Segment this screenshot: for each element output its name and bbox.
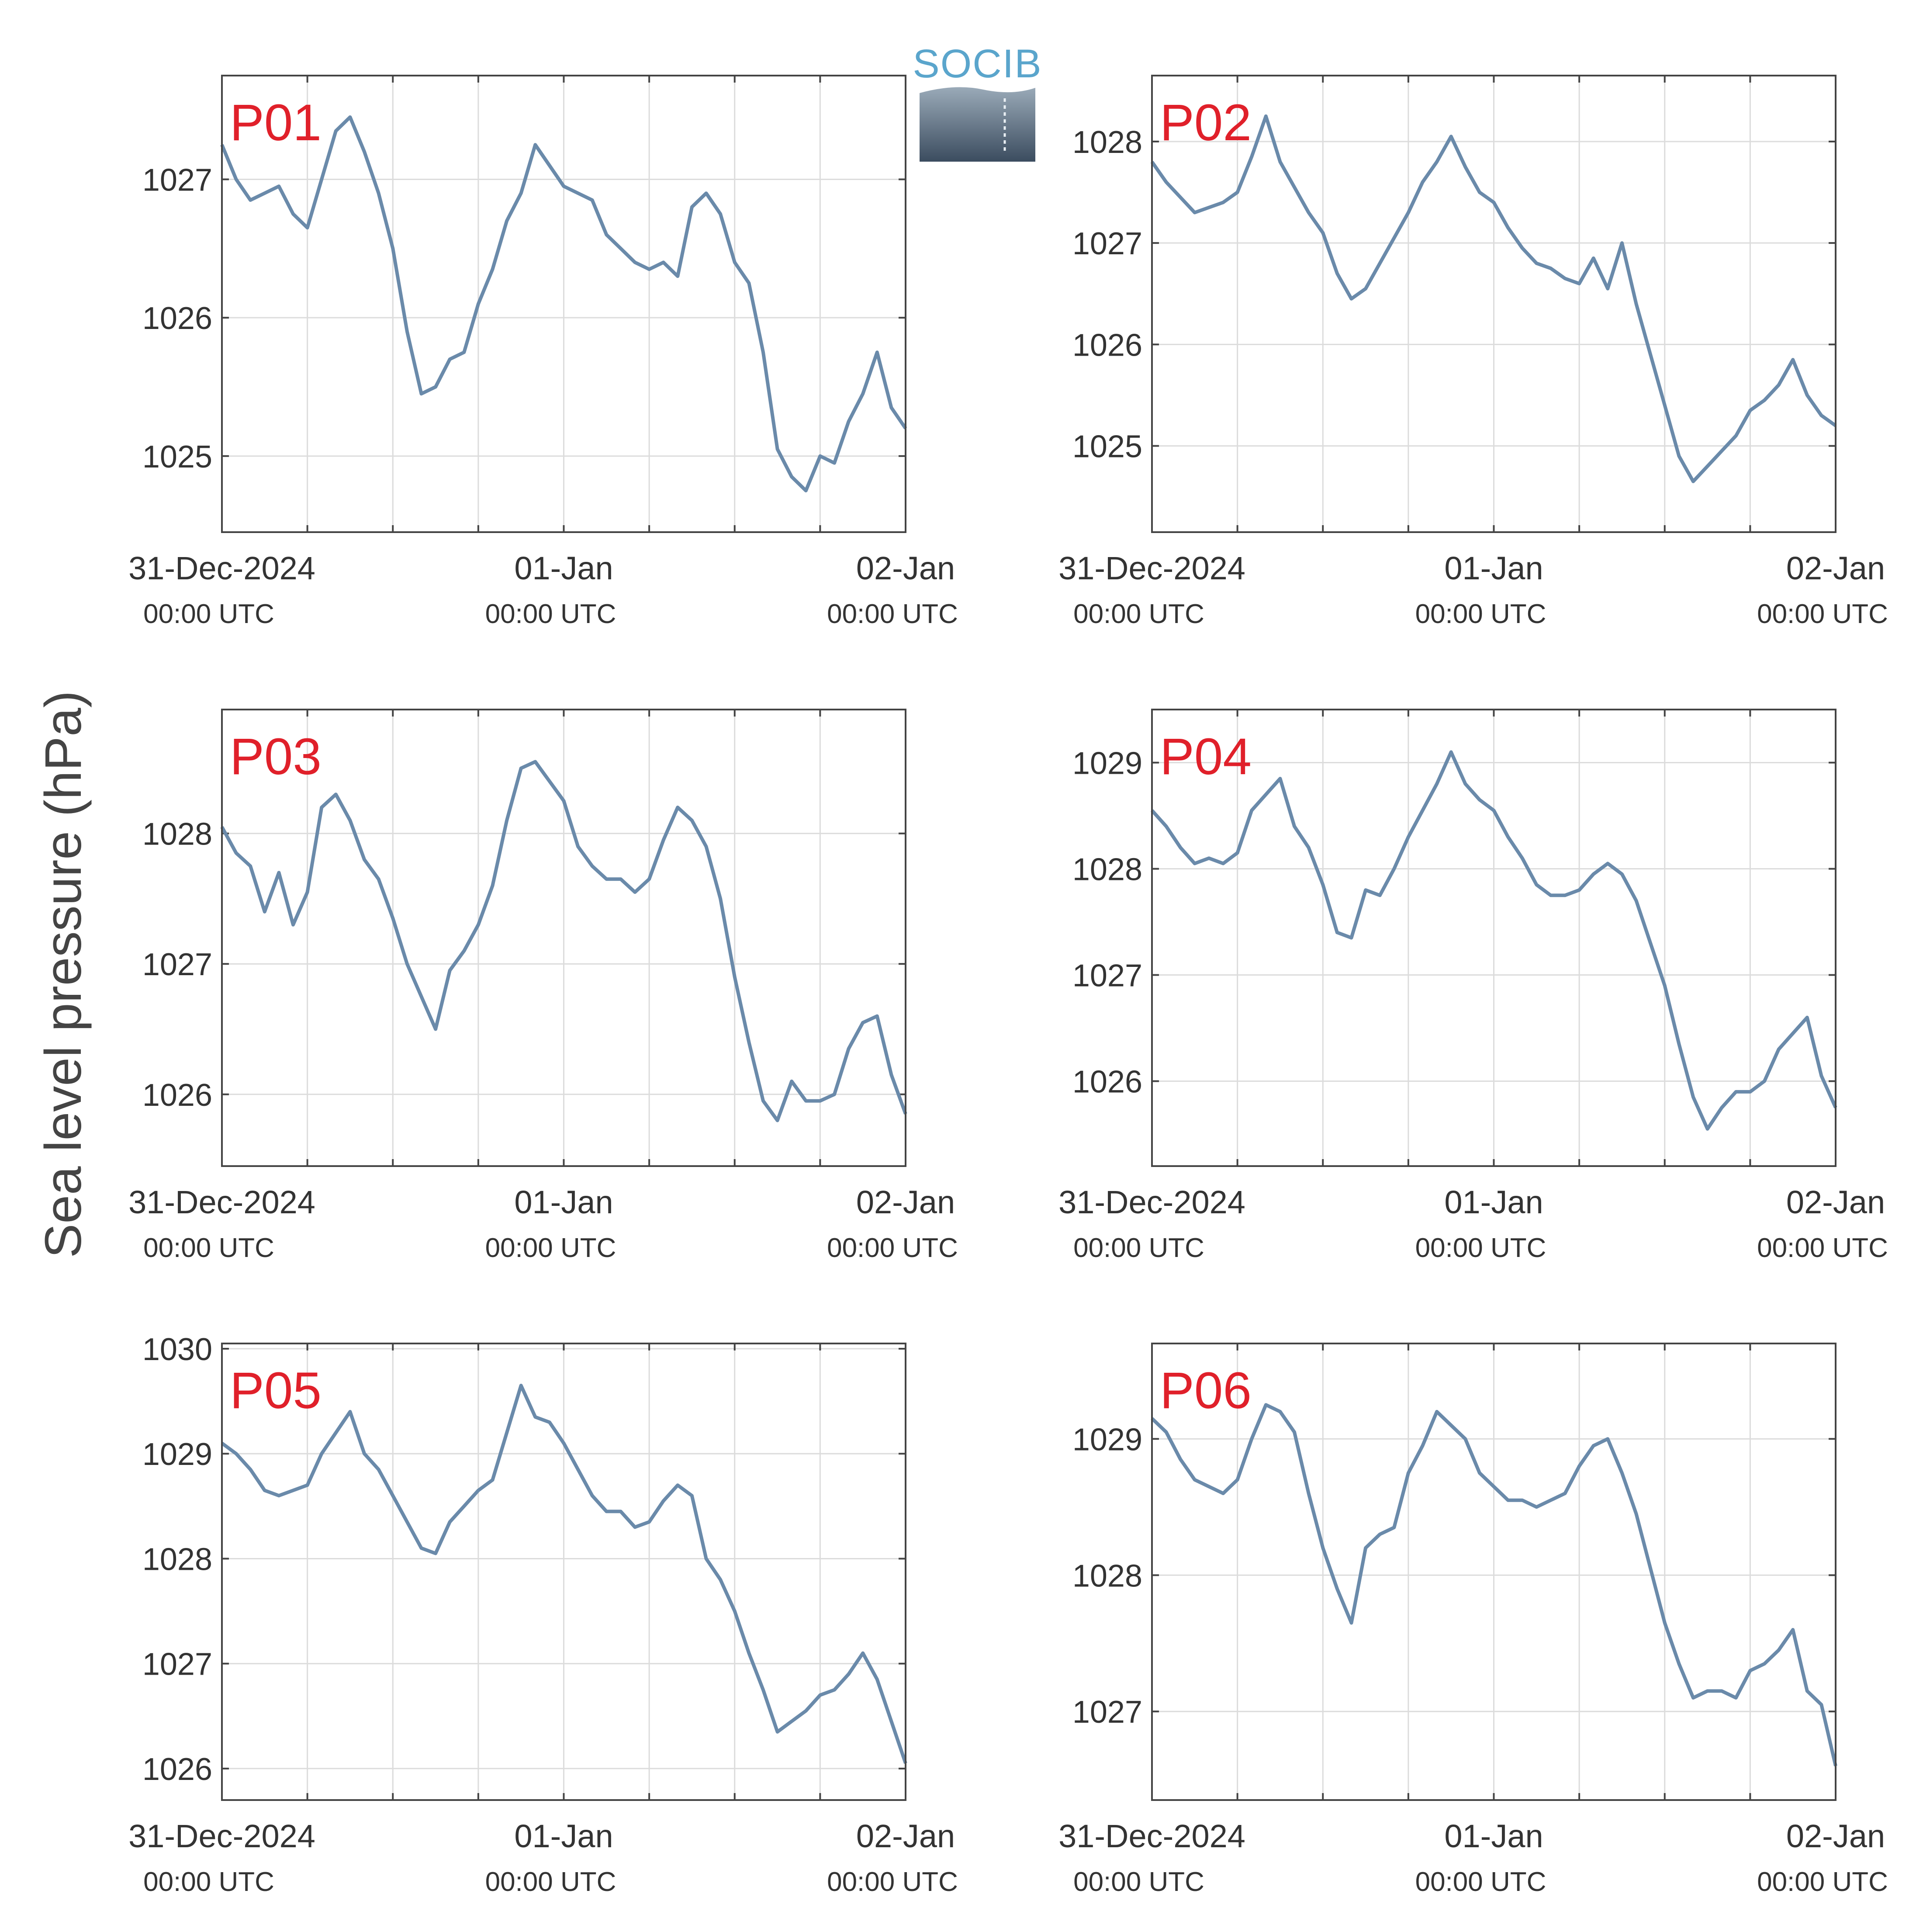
x-tick-time: 00:00 UTC (485, 1233, 616, 1263)
x-tick-date: 31-Dec-2024 (1058, 1184, 1245, 1220)
axes-frame (221, 709, 906, 1167)
y-tick-label: 1025 (1072, 429, 1142, 464)
x-tick-time: 00:00 UTC (485, 1867, 616, 1897)
x-tick-date: 31-Dec-2024 (128, 1184, 315, 1220)
y-tick-label: 1028 (142, 1542, 212, 1577)
panel-label: P02 (1160, 94, 1252, 152)
x-tick-time: 00:00 UTC (1073, 599, 1204, 629)
panel-label: P05 (230, 1362, 322, 1420)
x-tick-time: 00:00 UTC (143, 1233, 274, 1263)
x-tick-date: 02-Jan (856, 1818, 955, 1854)
x-tick-time: 00:00 UTC (143, 1867, 274, 1897)
y-tick-label: 1025 (142, 440, 212, 474)
x-tick-time: 00:00 UTC (827, 1233, 958, 1263)
x-tick-date: 02-Jan (856, 550, 955, 586)
x-tick-date: 01-Jan (514, 550, 613, 586)
y-tick-label: 1030 (142, 1332, 212, 1367)
x-tick-date: 01-Jan (1444, 1818, 1543, 1854)
x-tick-date: 02-Jan (856, 1184, 955, 1220)
axes-frame (1151, 709, 1837, 1167)
y-tick-label: 1026 (1072, 328, 1142, 363)
axes-frame (221, 1343, 906, 1801)
y-tick-label: 1029 (1072, 1422, 1142, 1457)
x-tick-time: 00:00 UTC (1415, 1233, 1546, 1263)
logo-wave-block (920, 87, 1035, 162)
x-tick-time: 00:00 UTC (1073, 1233, 1204, 1263)
axes-frame (221, 75, 906, 533)
x-tick-date: 01-Jan (1444, 1184, 1543, 1220)
y-tick-label: 1027 (142, 1647, 212, 1682)
panel-p01: 1025 1026 1027 31-Dec-2024 00:00 UTC 01-Jan 00… (128, 75, 958, 629)
y-tick-label: 1029 (1072, 746, 1142, 781)
pressure-series-line (220, 115, 907, 492)
x-tick-time: 00:00 UTC (1073, 1867, 1204, 1897)
y-tick-label: 1026 (142, 1078, 212, 1113)
x-tick-time: 00:00 UTC (1757, 599, 1888, 629)
x-tick-date: 02-Jan (1786, 1184, 1885, 1220)
y-tick-label: 1028 (142, 817, 212, 852)
y-tick-label: 1027 (1072, 226, 1142, 261)
socib-logo: SOCIB (913, 42, 1042, 162)
y-tick-label: 1027 (142, 947, 212, 982)
panel-label: P01 (230, 94, 322, 152)
pressure-series-line (220, 760, 907, 1122)
axes-frame (1151, 75, 1837, 533)
x-tick-date: 02-Jan (1786, 550, 1885, 586)
pressure-series-line (221, 1384, 907, 1764)
y-tick-label: 1026 (1072, 1065, 1142, 1100)
pressure-series-line (1150, 114, 1837, 483)
x-tick-time: 00:00 UTC (485, 599, 616, 629)
figure-ylabel: Sea level pressure (hPa) (35, 691, 92, 1258)
x-tick-date: 01-Jan (514, 1818, 613, 1854)
logo-text: SOCIB (913, 42, 1042, 86)
panel-label: P03 (230, 728, 322, 786)
x-tick-date: 01-Jan (1444, 550, 1543, 586)
pressure-series-line (1151, 1403, 1837, 1766)
x-tick-date: 31-Dec-2024 (128, 550, 315, 586)
x-tick-time: 00:00 UTC (1415, 599, 1546, 629)
x-tick-date: 01-Jan (514, 1184, 613, 1220)
x-tick-time: 00:00 UTC (1415, 1867, 1546, 1897)
panel-p05: 1026 1027 1028 1029 1030 31-Dec-2024 00:00 UTC… (128, 1332, 958, 1897)
x-tick-time: 00:00 UTC (827, 1867, 958, 1897)
x-tick-date: 31-Dec-2024 (1058, 550, 1245, 586)
y-tick-label: 1028 (1072, 125, 1142, 160)
x-tick-time: 00:00 UTC (1757, 1867, 1888, 1897)
y-tick-label: 1028 (1072, 852, 1142, 887)
x-tick-date: 02-Jan (1786, 1818, 1885, 1854)
axes-frame (1151, 1343, 1837, 1801)
panel-label: P06 (1160, 1362, 1252, 1420)
x-tick-date: 31-Dec-2024 (1058, 1818, 1245, 1854)
panel-p02: 1025 1026 1027 1028 31-Dec-2024 00:00 UTC 01-J… (1058, 75, 1888, 629)
pressure-series-line (1151, 750, 1837, 1131)
x-tick-time: 00:00 UTC (143, 599, 274, 629)
x-tick-time: 00:00 UTC (827, 599, 958, 629)
panel-p06: 1027 1028 1029 31-Dec-2024 00:00 UTC 01-Jan 00… (1058, 1343, 1888, 1897)
y-tick-label: 1027 (1072, 959, 1142, 994)
y-tick-label: 1026 (142, 1752, 212, 1787)
panel-p03: 1026 1027 1028 31-Dec-2024 00:00 UTC 01-Jan 00… (128, 709, 958, 1263)
y-tick-label: 1027 (1072, 1695, 1142, 1730)
y-tick-label: 1028 (1072, 1558, 1142, 1593)
x-tick-date: 31-Dec-2024 (128, 1818, 315, 1854)
y-tick-label: 1029 (142, 1437, 212, 1472)
panel-p04: 1026 1027 1028 1029 31-Dec-2024 00:00 UTC 01-J… (1058, 709, 1888, 1263)
panel-label: P04 (1160, 728, 1252, 786)
y-tick-label: 1026 (142, 301, 212, 336)
x-tick-time: 00:00 UTC (1757, 1233, 1888, 1263)
y-tick-label: 1027 (142, 163, 212, 198)
